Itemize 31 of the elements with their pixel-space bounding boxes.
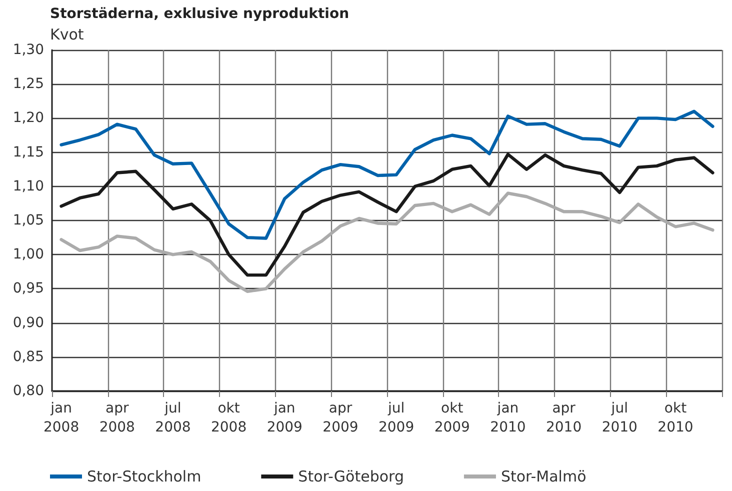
x-tick-label: apr 2010 <box>546 400 582 436</box>
y-tick-label: 1,25 <box>12 76 44 92</box>
y-tick-label: 1,05 <box>12 212 44 228</box>
y-tick-label: 1,10 <box>12 178 44 194</box>
y-tick-label: 1,15 <box>12 144 44 160</box>
y-axis-title: Kvot <box>50 26 84 44</box>
x-tick-label: okt 2008 <box>210 400 247 436</box>
x-tick-label: jul 2010 <box>602 400 638 436</box>
line-series <box>60 152 714 277</box>
chart-title: Storstäderna, exklusive nyproduktion <box>50 6 350 22</box>
y-tick-label: 1,00 <box>12 246 44 263</box>
legend-label: Stor-Malmö <box>500 468 586 486</box>
y-tick-label: 0,80 <box>12 383 44 399</box>
y-tick-label: 1,20 <box>12 110 44 126</box>
x-tick-label: jan 2009 <box>266 400 302 436</box>
y-tick-label: 0,90 <box>12 314 44 331</box>
line-series <box>60 110 714 240</box>
y-tick-label: 0,85 <box>12 348 44 365</box>
x-tick-label: jul 2009 <box>378 400 414 436</box>
y-tick-label: 0,95 <box>12 280 44 297</box>
line-series <box>60 192 714 294</box>
y-tick-label: 1,30 <box>12 42 44 58</box>
x-tick-label: jan 2010 <box>490 400 526 436</box>
x-tick-label: jan 2008 <box>43 400 80 436</box>
x-tick-label: apr 2008 <box>99 400 135 436</box>
x-tick-label: okt 2010 <box>658 400 694 436</box>
x-tick-label: apr 2009 <box>322 400 358 436</box>
legend-label: Stor-Göteborg <box>298 468 404 486</box>
x-tick-label: jul 2008 <box>155 400 191 436</box>
legend-label: Stor-Stockholm <box>87 468 202 486</box>
x-tick-label: okt 2009 <box>434 400 470 436</box>
